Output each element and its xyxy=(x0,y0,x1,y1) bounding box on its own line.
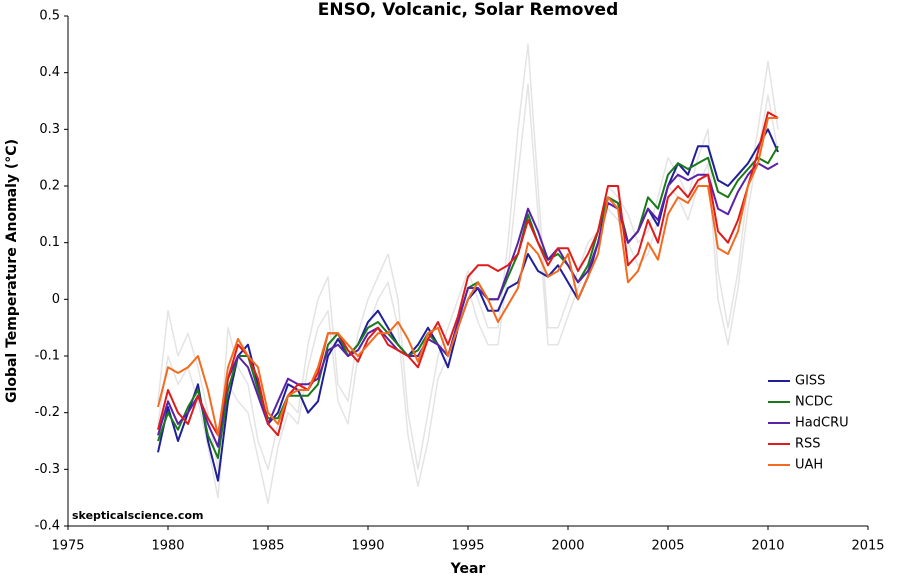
y-tick-label: 0.3 xyxy=(39,122,60,137)
x-tick-label: 2010 xyxy=(751,539,784,554)
legend-label: HadCRU xyxy=(795,416,849,431)
x-tick-label: 1985 xyxy=(251,539,284,554)
y-tick-label: 0.2 xyxy=(39,179,60,194)
series-line xyxy=(157,111,779,437)
annotation: skepticalscience.com xyxy=(72,509,203,522)
legend-label: NCDC xyxy=(795,395,833,410)
background-line xyxy=(157,83,779,505)
x-tick-label: 1975 xyxy=(51,539,84,554)
legend-label: UAH xyxy=(795,458,823,473)
y-tick-label: -0.4 xyxy=(35,519,60,534)
y-axis-label: Global Temperature Anomaly (°C) xyxy=(4,139,20,403)
background-line xyxy=(157,43,779,471)
x-tick-label: 1995 xyxy=(451,539,484,554)
y-tick-label: 0 xyxy=(52,292,60,307)
y-tick-label: 0.4 xyxy=(39,65,60,80)
y-tick-label: -0.1 xyxy=(35,349,60,364)
x-tick-label: 1990 xyxy=(351,539,384,554)
chart-title: ENSO, Volcanic, Solar Removed xyxy=(318,0,619,20)
series-line xyxy=(157,162,779,448)
legend-label: RSS xyxy=(795,437,821,452)
x-axis-label: Year xyxy=(450,561,486,577)
x-tick-label: 2000 xyxy=(551,539,584,554)
x-tick-label: 2005 xyxy=(651,539,684,554)
y-tick-label: -0.2 xyxy=(35,405,60,420)
x-tick-label: 2015 xyxy=(851,539,884,554)
y-tick-label: 0.5 xyxy=(39,9,60,24)
y-tick-label: -0.3 xyxy=(35,462,60,477)
y-tick-label: 0.1 xyxy=(39,235,60,250)
series-line xyxy=(157,117,778,437)
x-tick-label: 1980 xyxy=(151,539,184,554)
legend-label: GISS xyxy=(795,374,825,389)
